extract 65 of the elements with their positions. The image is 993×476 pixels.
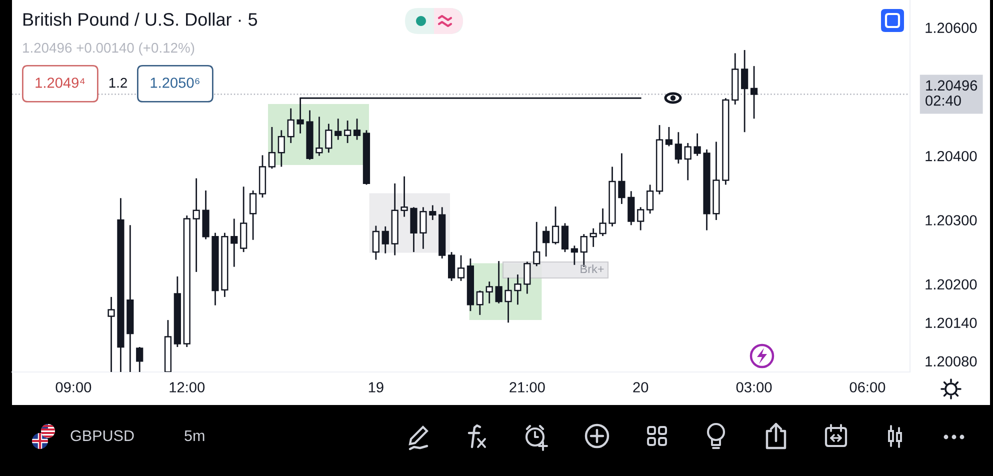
candlestick xyxy=(504,277,512,324)
candlestick xyxy=(278,130,285,168)
candlestick xyxy=(192,178,200,273)
x-tick-label: 21:00 xyxy=(510,382,545,392)
candlestick xyxy=(674,131,682,164)
candlestick xyxy=(684,142,692,181)
text: British Pound / U.S. Dollar · 5 xyxy=(23,12,258,26)
candlestick xyxy=(429,204,436,221)
candlestick xyxy=(646,184,654,214)
candlestick xyxy=(618,152,626,205)
candlestick xyxy=(372,225,380,260)
candlestick xyxy=(628,190,635,226)
y-tick-label: 1.20140 xyxy=(926,318,977,328)
annotation: 1.2049⁴ xyxy=(36,78,85,88)
candlestick xyxy=(448,251,456,282)
x-tick-label: 06:00 xyxy=(850,382,886,392)
candlestick xyxy=(325,123,332,154)
candlestick xyxy=(599,208,606,237)
candlestick xyxy=(561,222,569,253)
candlestick xyxy=(694,132,701,157)
candlestick xyxy=(420,206,427,250)
candlestick xyxy=(136,346,144,372)
candlestick xyxy=(230,218,238,268)
candlestick xyxy=(590,228,597,248)
candlestick xyxy=(637,206,644,231)
candlestick xyxy=(514,274,522,306)
text: 1.20496 +0.00140 (+0.12%) xyxy=(23,42,194,56)
x-tick-label: 19 xyxy=(368,382,384,392)
candlestick xyxy=(400,176,408,218)
y-tick-label: 1.20400 xyxy=(926,150,977,162)
candlestick xyxy=(542,226,550,258)
y-tick-label: 1.20600 xyxy=(926,22,977,34)
ref-line-label: 1.20496 02:40 xyxy=(926,80,978,106)
candlestick xyxy=(344,120,352,144)
candlestick xyxy=(268,126,276,170)
annotation: 1.2050⁶ xyxy=(150,78,200,88)
candlestick xyxy=(353,118,361,141)
y-tick-label: 1.20080 xyxy=(926,356,977,367)
x-tick-label: 09:00 xyxy=(56,382,92,392)
candlestick xyxy=(665,126,673,147)
candlestick xyxy=(486,280,493,304)
annotation: 1.2 xyxy=(109,78,127,88)
annotation: Brk+ xyxy=(580,264,604,274)
candlestick xyxy=(533,221,540,267)
candlestick xyxy=(524,260,531,294)
candlestick xyxy=(552,206,560,246)
candlestick xyxy=(108,296,115,372)
y-tick-label: 1.20200 xyxy=(926,279,977,290)
x-tick-label: 03:00 xyxy=(736,382,772,392)
candlestick xyxy=(249,190,257,241)
candlestick xyxy=(382,226,389,254)
candlestick xyxy=(316,116,323,157)
candlestick xyxy=(334,118,342,141)
x-tick-label: 12:00 xyxy=(170,382,205,392)
text: 5m xyxy=(184,430,204,442)
candlestick xyxy=(750,65,758,120)
candlestick xyxy=(570,244,578,266)
candlestick xyxy=(457,254,465,282)
candlestick xyxy=(287,108,294,144)
candlestick xyxy=(495,260,502,304)
x-tick-label: 20 xyxy=(633,382,648,392)
text: GBPUSD xyxy=(70,430,134,442)
candlestick xyxy=(476,290,484,316)
y-tick-label: 1.20300 xyxy=(926,215,977,226)
candlestick xyxy=(741,49,748,133)
